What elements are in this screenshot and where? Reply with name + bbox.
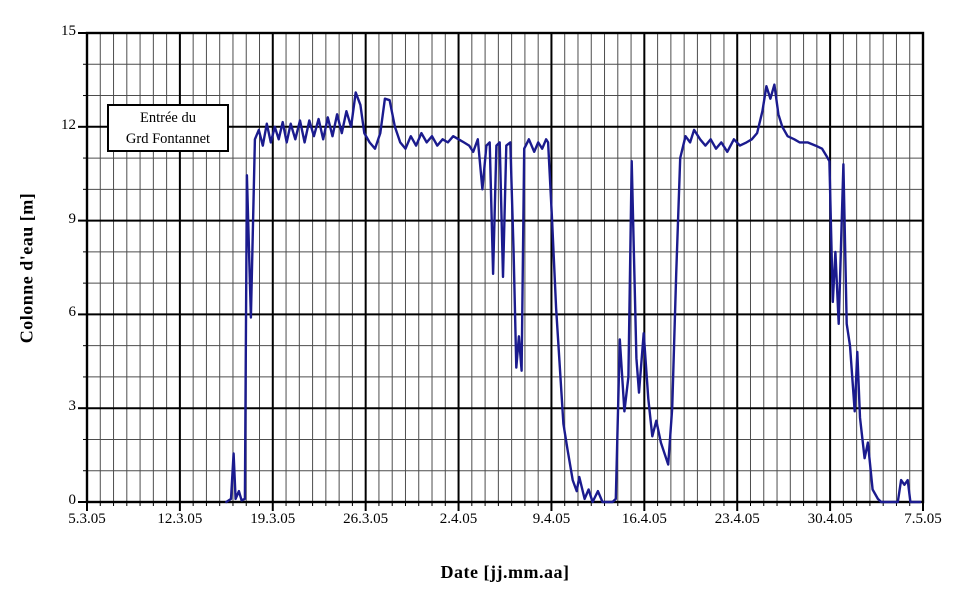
series-label-line-1: Entrée du <box>140 110 196 126</box>
x-tick-label: 5.3.05 <box>68 511 106 527</box>
y-tick-label: 15 <box>61 23 76 39</box>
x-axis-title: Date [jj.mm.aa] <box>440 562 570 582</box>
x-tick-label: 23.4.05 <box>714 511 760 527</box>
y-tick-label: 3 <box>68 398 77 415</box>
y-tick-label: 6 <box>68 304 77 321</box>
series-label-box: Entrée du Grd Fontannet <box>107 104 229 152</box>
x-tick-label: 12.3.05 <box>157 511 203 527</box>
x-tick-label: 30.4.05 <box>807 511 853 527</box>
plot-frame <box>85 31 925 504</box>
y-tick-label: 9 <box>68 210 77 227</box>
y-tick-label: 0 <box>68 492 77 508</box>
x-tick-label: 9.4.05 <box>532 511 571 527</box>
series-label-line-2: Grd Fontannet <box>125 131 211 147</box>
x-tick-label: 7.5.05 <box>904 511 942 527</box>
y-tick-label: 12 <box>61 116 76 133</box>
x-tick-label: 16.4.05 <box>621 511 667 527</box>
x-tick-label: 26.3.05 <box>343 511 389 527</box>
water-level-line <box>225 83 922 504</box>
x-tick-label: 19.3.05 <box>250 511 296 527</box>
x-tick-label: 2.4.05 <box>439 511 478 527</box>
